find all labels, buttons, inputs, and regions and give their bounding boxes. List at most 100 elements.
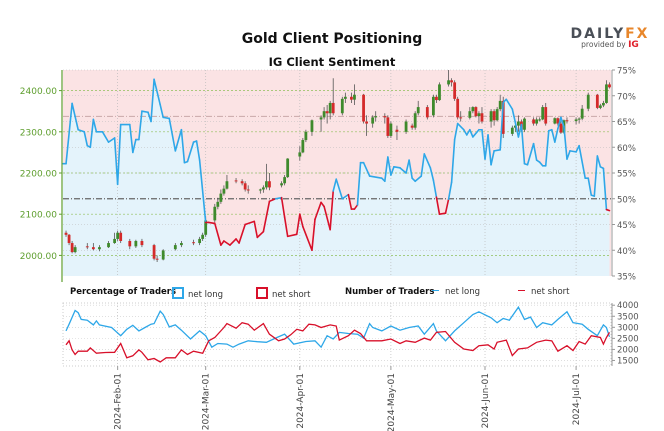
sentiment-line-segment (423, 153, 432, 169)
legend-number-title: Number of Traders (345, 287, 435, 297)
candle-body (541, 107, 545, 120)
candle-body (404, 121, 408, 132)
candle-body (468, 111, 472, 118)
sentiment-line-segment (83, 131, 89, 147)
sentiment-line-segment (71, 102, 79, 131)
candle-body (501, 100, 505, 134)
candle-body (298, 152, 302, 157)
candle-body (180, 243, 183, 246)
candle-body (559, 123, 563, 133)
price-tick-label: 2200.00 (20, 170, 57, 180)
sentiment-line-segment (438, 212, 447, 215)
sentiment-line-segment (174, 128, 183, 152)
candle-body (119, 232, 123, 241)
candle-body (152, 245, 156, 259)
candle-body (173, 245, 177, 250)
candle-body (389, 123, 393, 136)
candle-body (331, 102, 335, 114)
candle-body (435, 96, 438, 101)
ig-logo: IG (628, 40, 639, 50)
net-long-area (63, 79, 610, 276)
pct-tick-label: 70% (617, 92, 636, 102)
sentiment-line-segment (162, 116, 171, 120)
candle-body (198, 238, 202, 244)
sentiment-line-segment (532, 142, 538, 161)
candle-body (192, 242, 195, 244)
candle-body (495, 109, 499, 121)
price-tick-label: 2400.00 (20, 87, 57, 97)
candle-body (301, 140, 305, 153)
sentiment-line-segment (526, 142, 535, 166)
candle-body (498, 100, 502, 110)
date-tick-label: 2024-Apr-01 (296, 373, 306, 429)
candle-body (85, 246, 89, 248)
candle-body (116, 232, 120, 239)
sentiment-line-segment (550, 128, 556, 143)
candle-body (413, 113, 417, 128)
sentiment-line-segment (368, 175, 383, 179)
sentiment-line-segment (563, 125, 568, 160)
candle-body (598, 105, 602, 108)
sentiment-line-segment (283, 216, 289, 238)
legend-pct-long: net long (172, 287, 223, 300)
candle-body (553, 118, 557, 124)
candle-body (556, 118, 560, 124)
sentiment-line-segment (444, 198, 450, 214)
sentiment-line-segment (408, 159, 413, 179)
sentiment-line-segment (420, 153, 426, 177)
sentiment-line-segment (302, 225, 313, 252)
candle-body (225, 181, 229, 189)
legend-box-icon (256, 287, 268, 299)
sentiment-line-segment (493, 149, 501, 152)
sentiment-line-segment (229, 238, 237, 246)
candle-body (535, 119, 539, 124)
dailyfx-logo: DAILYFX provided by IG (560, 26, 660, 50)
sentiment-line-segment (150, 78, 155, 123)
sentiment-line-segment (198, 159, 207, 224)
sentiment-line-segment (435, 196, 441, 215)
candle-body (213, 206, 217, 221)
sentiment-line-segment (456, 122, 465, 131)
lower-panel-frame (62, 302, 612, 367)
candle-body (234, 180, 238, 182)
sentiment-line-segment (487, 134, 492, 166)
sentiment-line-segment (544, 129, 550, 167)
candle-body (474, 107, 478, 117)
candle-body (386, 117, 390, 136)
candle-body (280, 183, 283, 186)
sentiment-line-segment (256, 230, 265, 239)
sentiment-line-segment (207, 221, 216, 225)
sentiment-line-segment (238, 223, 246, 244)
legend-line-icon (518, 290, 525, 291)
sentiment-line-segment (514, 121, 520, 138)
candle-body (477, 113, 481, 117)
candle-body (204, 220, 208, 235)
legend-box-icon (172, 287, 184, 299)
sentiment-line-segment (116, 123, 122, 186)
candle-body (374, 116, 378, 118)
sentiment-line-segment (286, 233, 298, 238)
candle-body (447, 80, 450, 85)
lower-tick-label: 1500 (617, 356, 639, 366)
traders-line-net-long (65, 305, 611, 349)
sentiment-line-segment (429, 167, 435, 182)
candle-body (383, 116, 387, 118)
candle-body (246, 189, 250, 191)
candle-body (580, 108, 584, 119)
candle-body (161, 250, 165, 260)
pct-tick-label: 60% (617, 144, 636, 154)
legend-percentage-title: Percentage of Traders (70, 287, 177, 297)
sentiment-line-segment (462, 128, 468, 136)
candle-body (64, 232, 68, 235)
candle-body (201, 234, 205, 239)
pct-tick-label: 50% (617, 195, 636, 205)
candle-body (602, 102, 605, 106)
sentiment-line-segment (214, 222, 222, 246)
sentiment-line-segment (262, 200, 271, 233)
pct-tick-label: 45% (617, 221, 636, 231)
candle-body (517, 121, 520, 126)
candle-body (480, 113, 484, 122)
lower-tick-label: 3000 (617, 323, 639, 333)
sentiment-line-segment (596, 155, 602, 168)
